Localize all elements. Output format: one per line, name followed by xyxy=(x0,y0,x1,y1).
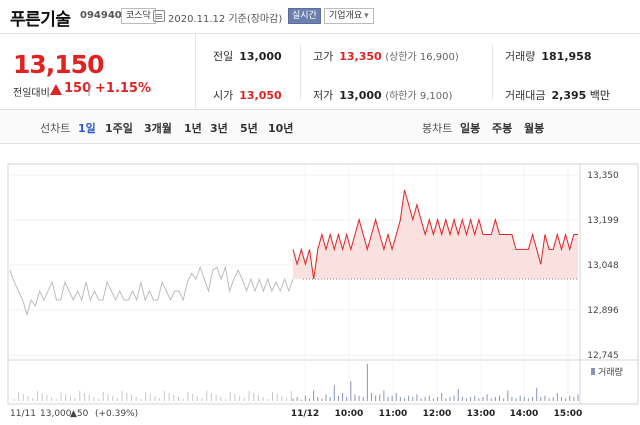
x-tick-label: 11/12 xyxy=(291,409,319,419)
company-overview-label: 기업개요 xyxy=(329,11,363,21)
prev-day-date: 11/11 xyxy=(10,409,36,419)
up-arrow-icon xyxy=(50,84,62,95)
change-separator: | xyxy=(87,82,92,96)
high-price: 고가 13,350 (상한가 16,900) xyxy=(313,48,459,64)
period-1w[interactable]: 1주일 xyxy=(105,122,133,135)
low-value: 13,000 xyxy=(339,89,382,102)
high-label: 고가 xyxy=(313,50,334,63)
current-price-box: 13,150 전일대비 150 | +1.15% xyxy=(0,34,196,110)
y-tick-label: 13,199 xyxy=(587,216,619,226)
volume-legend-label: 거래량 xyxy=(598,366,623,378)
prev-close: 전일 13,000 xyxy=(213,48,282,64)
x-tick-label: 12:00 xyxy=(423,409,452,419)
market-badge: 코스닥 xyxy=(121,8,156,24)
volume: 거래량 181,958 xyxy=(505,48,591,64)
chevron-down-icon: ▾ xyxy=(364,11,369,21)
prev-day-change: ▲50 xyxy=(70,409,89,419)
x-tick-label: 15:00 xyxy=(554,409,583,419)
candle-weekly[interactable]: 주봉 xyxy=(492,122,513,135)
y-tick-label: 12,896 xyxy=(587,306,619,316)
candle-daily[interactable]: 일봉 xyxy=(460,122,481,135)
amount-unit: 백만 xyxy=(589,89,611,102)
amount-value: 2,395 xyxy=(551,89,587,102)
x-tick-label: 10:00 xyxy=(335,409,364,419)
low-price: 저가 13,000 (하한가 9,100) xyxy=(313,87,452,103)
realtime-button[interactable]: 실시간 xyxy=(288,8,321,24)
base-date: 2020.11.12 기준(장마감) xyxy=(168,14,283,25)
prev-day-change-pct: (+0.39%) xyxy=(95,409,138,419)
company-overview-dropdown[interactable]: 기업개요 ▾ xyxy=(324,8,374,24)
calendar-icon xyxy=(153,10,165,22)
change-label: 전일대비 xyxy=(13,88,50,99)
amount-label: 거래대금 xyxy=(505,89,546,102)
quote-panel: 13,150 전일대비 150 | +1.15% 전일 13,000 고가 13,3… xyxy=(0,34,640,110)
prev-day-series xyxy=(9,265,294,317)
today-series xyxy=(292,189,578,280)
prev-close-label: 전일 xyxy=(213,50,234,63)
lower-limit: (하한가 9,100) xyxy=(385,91,453,102)
volume-label: 거래량 xyxy=(505,50,536,63)
stock-code: 094940 xyxy=(80,10,122,21)
period-10y[interactable]: 10년 xyxy=(268,122,294,135)
y-tick-label: 12,745 xyxy=(587,351,619,361)
open-label: 시가 xyxy=(213,89,234,102)
period-5y[interactable]: 5년 xyxy=(240,122,258,135)
current-price: 13,150 xyxy=(13,50,104,79)
stock-name: 푸른기술 xyxy=(10,10,71,30)
period-3m[interactable]: 3개월 xyxy=(144,122,172,135)
y-tick-label: 13,048 xyxy=(587,261,619,271)
volume-value: 181,958 xyxy=(541,50,592,63)
divider xyxy=(300,44,301,100)
divider xyxy=(492,44,493,100)
y-tick-label: 13,350 xyxy=(587,171,619,181)
x-tick-label: 14:00 xyxy=(510,409,539,419)
change-percent: +1.15% xyxy=(95,81,151,96)
stock-header: 푸른기술 094940 코스닥 2020.11.12 기준(장마감) 실시간 기… xyxy=(0,0,640,34)
period-1d[interactable]: 1일 xyxy=(78,122,96,135)
prev-close-value: 13,000 xyxy=(239,50,282,63)
prev-day-close: 13,000 xyxy=(40,409,72,419)
x-tick-label: 11:00 xyxy=(379,409,408,419)
period-1y[interactable]: 1년 xyxy=(184,122,202,135)
low-label: 저가 xyxy=(313,89,334,102)
chart-frame xyxy=(7,163,639,405)
volume-legend-swatch xyxy=(591,368,595,375)
open-value: 13,050 xyxy=(239,89,282,102)
open-price: 시가 13,050 xyxy=(213,87,282,103)
upper-limit: (상한가 16,900) xyxy=(385,52,459,63)
period-nav: 선차트 1일 1주일 3개월 1년 3년 5년 10년 봉차트 일봉 주봉 월봉 xyxy=(0,110,640,144)
candle-chart-label: 봉차트 xyxy=(422,122,453,135)
price-chart: 13,350 13,199 13,048 12,896 12,745 11/12 10:00… xyxy=(0,144,640,425)
period-3y[interactable]: 3년 xyxy=(210,122,228,135)
price-chart-svg: 13,350 13,199 13,048 12,896 12,745 11/12 10:00… xyxy=(7,163,639,419)
candle-monthly[interactable]: 월봉 xyxy=(524,122,545,135)
line-chart-label: 선차트 xyxy=(40,122,71,135)
trade-amount: 거래대금 2,395 백만 xyxy=(505,87,610,103)
x-tick-label: 13:00 xyxy=(467,409,496,419)
change-value: 150 xyxy=(64,81,92,96)
high-value: 13,350 xyxy=(339,50,382,63)
today-area-fill xyxy=(293,189,578,280)
